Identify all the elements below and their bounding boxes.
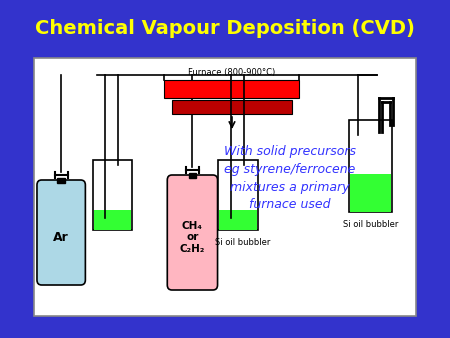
- Text: Chemical Vapour Deposition (CVD): Chemical Vapour Deposition (CVD): [35, 19, 415, 38]
- Text: CH₄
or
C₂H₂: CH₄ or C₂H₂: [180, 221, 205, 254]
- Bar: [189, 173, 196, 178]
- Bar: [350, 174, 391, 212]
- Bar: [58, 178, 65, 183]
- Text: Furnace (800-900°C): Furnace (800-900°C): [189, 68, 275, 77]
- Bar: [34, 58, 416, 316]
- FancyBboxPatch shape: [167, 175, 217, 290]
- Bar: [172, 100, 292, 114]
- Bar: [94, 210, 131, 230]
- Bar: [165, 80, 299, 98]
- Text: Si oil bubbler: Si oil bubbler: [342, 220, 398, 229]
- Bar: [219, 160, 257, 230]
- Text: Si oil bubbler: Si oil bubbler: [215, 238, 270, 247]
- Text: Ar: Ar: [53, 231, 69, 244]
- Text: With solid precursors
eg styrene/ferrocene
mixtures a primary
furnace used: With solid precursors eg styrene/ferroce…: [224, 145, 356, 212]
- FancyBboxPatch shape: [37, 180, 86, 285]
- Bar: [93, 160, 132, 230]
- Bar: [349, 120, 392, 212]
- Bar: [220, 210, 256, 230]
